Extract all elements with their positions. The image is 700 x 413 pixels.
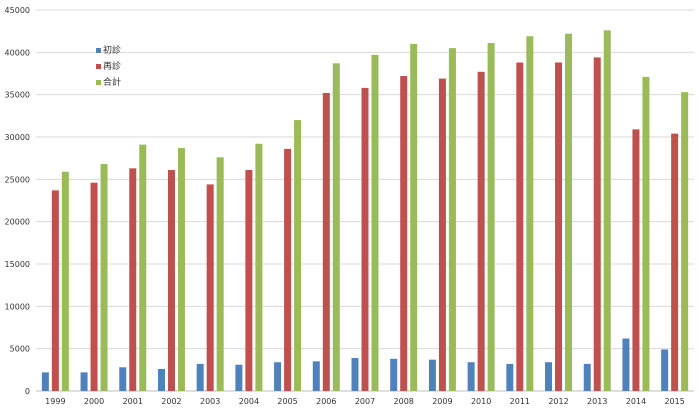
legend-label-1: 初診 (103, 44, 121, 56)
bar-2-2014 (632, 129, 640, 391)
bar-3-2011 (526, 36, 534, 391)
bar-2-2001 (129, 168, 137, 391)
bar-2-2007 (361, 87, 369, 391)
x-tick-label: 2012 (548, 397, 568, 406)
bar-3-2007 (371, 54, 379, 392)
bar-3-2010 (487, 43, 495, 392)
bar-1-2015 (661, 349, 669, 391)
bar-1-2014 (622, 338, 630, 391)
legend-label-3: 合計 (103, 76, 121, 88)
bar-3-2009 (448, 48, 456, 391)
y-tick-label: 20000 (5, 218, 30, 227)
bar-3-2008 (410, 43, 418, 391)
bar-2-2006 (322, 92, 330, 392)
bar-1-2000 (80, 372, 88, 391)
bar-3-2012 (565, 33, 573, 391)
bar-2-2004 (245, 170, 253, 391)
bar-1-2013 (583, 363, 591, 391)
x-tick-label: 2009 (432, 397, 452, 406)
bar-1-2002 (157, 368, 165, 391)
y-axis-tick-labels: 0 5000 10000 15000 20000 25000 30000 35000 40000… (5, 6, 30, 396)
bar-2-2010 (477, 71, 485, 391)
x-tick-label: 2004 (239, 397, 259, 406)
bar-2-2005 (284, 148, 292, 391)
x-tick-label: 2011 (510, 397, 530, 406)
x-tick-label: 2006 (316, 397, 336, 406)
legend-label-2: 再診 (103, 60, 121, 72)
bar-3-2001 (139, 144, 147, 391)
x-axis-tick-labels: 1999 2000 2001 2002 2003 2004 2005 2006 2007 2008… (45, 397, 685, 406)
bar-1-2011 (506, 363, 514, 391)
bar-3-2006 (332, 63, 340, 392)
x-tick-label: 1999 (45, 397, 65, 406)
bar-3-2005 (294, 120, 302, 392)
bar-3-2000 (100, 164, 108, 391)
y-tick-label: 40000 (5, 48, 30, 57)
x-tick-label: 2002 (161, 397, 181, 406)
bar-2-2009 (438, 78, 446, 391)
bar-1-2009 (428, 359, 436, 391)
bar-3-2014 (642, 76, 650, 392)
y-tick-label: 30000 (5, 133, 30, 142)
x-tick-label: 2005 (277, 397, 297, 406)
bar-1-2012 (545, 362, 553, 391)
bar-3-2015 (681, 92, 689, 392)
x-tick-label: 2003 (200, 397, 220, 406)
x-tick-label: 2015 (664, 397, 684, 406)
bar-2-2003 (206, 184, 214, 391)
bar-3-2002 (177, 148, 185, 391)
y-tick-label: 0 (25, 387, 30, 396)
bar-2-2011 (516, 62, 524, 391)
bar-1-2001 (119, 367, 127, 391)
y-tick-label: 10000 (5, 302, 30, 311)
bar-1-2007 (351, 357, 359, 391)
x-tick-label: 2008 (394, 397, 414, 406)
y-tick-label: 25000 (5, 175, 30, 184)
y-tick-label: 5000 (10, 345, 30, 354)
bar-1-2005 (274, 362, 282, 391)
bar-2-2015 (671, 133, 679, 391)
bar-3-1999 (61, 171, 69, 391)
x-tick-label: 2013 (587, 397, 607, 406)
bar-1-2008 (390, 358, 398, 391)
legend-swatch-2 (96, 64, 101, 69)
y-tick-label: 35000 (5, 91, 30, 100)
bar-3-2004 (255, 143, 263, 391)
bars (41, 30, 689, 392)
x-tick-label: 2001 (123, 397, 143, 406)
bar-1-2003 (196, 363, 204, 391)
bar-3-2013 (603, 30, 611, 391)
legend-swatch-1 (96, 48, 101, 53)
bar-2-2013 (593, 57, 601, 392)
x-tick-label: 2010 (471, 397, 491, 406)
y-tick-label: 45000 (5, 6, 30, 15)
bar-2-2008 (400, 76, 408, 391)
bar-1-2004 (235, 364, 243, 391)
bar-2-2012 (555, 62, 563, 391)
bar-2-2000 (90, 182, 98, 391)
x-tick-label: 2000 (84, 397, 104, 406)
x-tick-label: 2007 (355, 397, 375, 406)
bar-2-1999 (51, 190, 59, 391)
bar-2-2002 (167, 170, 175, 391)
bar-1-2006 (312, 361, 320, 391)
legend-swatch-3 (96, 80, 101, 85)
x-tick-label: 2014 (626, 397, 646, 406)
bar-3-2003 (216, 157, 224, 391)
bar-1-2010 (467, 362, 475, 391)
bar-1-1999 (41, 372, 49, 391)
y-tick-label: 15000 (5, 260, 30, 269)
